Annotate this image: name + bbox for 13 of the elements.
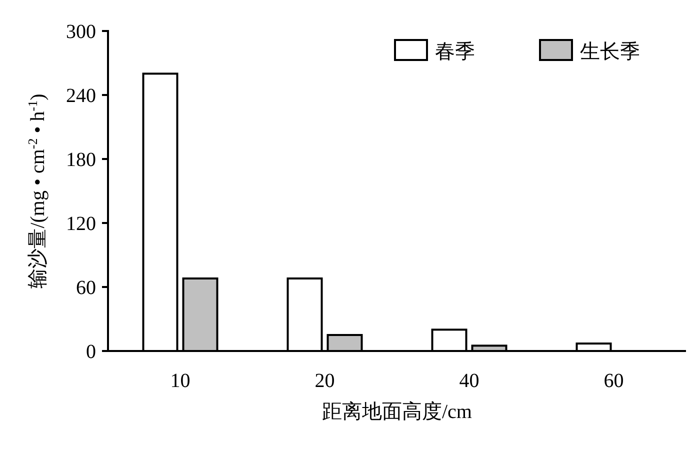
y-tick-label: 120 <box>66 213 96 235</box>
y-tick-label: 0 <box>86 341 96 363</box>
x-tick-label: 40 <box>459 370 480 392</box>
y-tick-label: 180 <box>66 149 96 171</box>
y-tick-label: 300 <box>66 21 96 43</box>
legend-label: 春季 <box>435 41 475 63</box>
legend-label: 生长季 <box>580 41 640 63</box>
y-tick-label: 240 <box>66 85 96 107</box>
x-axis-title: 距离地面高度/cm <box>322 400 472 423</box>
x-tick-label: 20 <box>314 370 335 392</box>
y-tick-label: 60 <box>76 277 96 299</box>
x-tick-label: 10 <box>170 370 190 392</box>
x-tick-label: 60 <box>604 370 624 392</box>
